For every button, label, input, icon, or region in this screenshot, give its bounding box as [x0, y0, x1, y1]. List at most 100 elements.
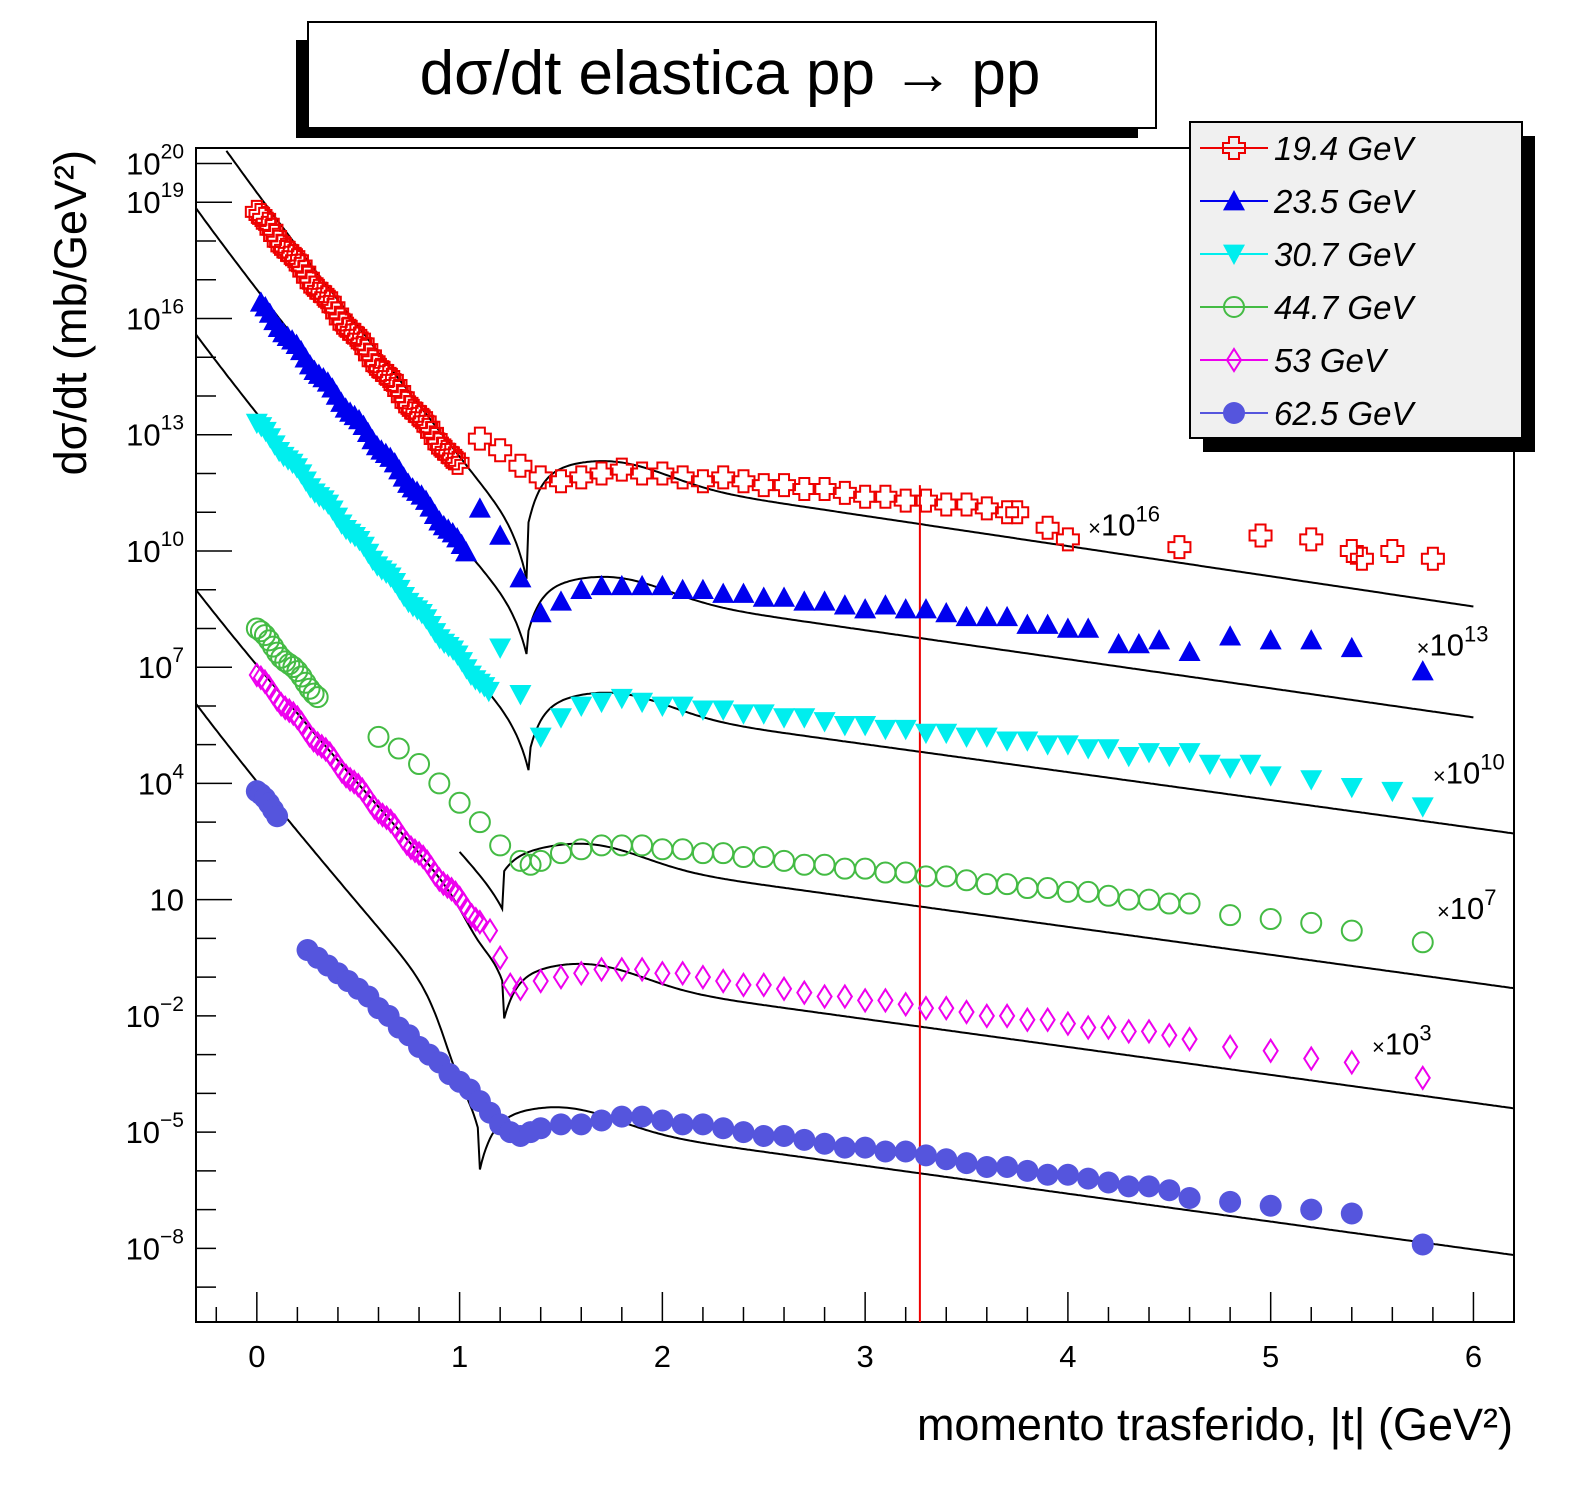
data-point — [590, 574, 613, 596]
x-tick-label: 4 — [1059, 1339, 1076, 1374]
data-point — [1303, 1045, 1320, 1072]
legend-marker — [1222, 136, 1246, 160]
data-point — [751, 473, 776, 498]
data-point — [1300, 911, 1323, 934]
data-point — [631, 834, 654, 857]
data-point — [467, 426, 492, 451]
data-point — [836, 983, 854, 1010]
data-point — [1120, 1018, 1137, 1045]
x-tick-label: 5 — [1262, 1339, 1279, 1374]
data-point — [1039, 1006, 1056, 1033]
data-point — [897, 991, 914, 1018]
data-point — [366, 794, 383, 821]
data-point — [690, 469, 715, 494]
data-point — [1036, 613, 1059, 634]
data-point — [1340, 1202, 1363, 1225]
data-point — [445, 450, 470, 475]
data-point — [935, 1148, 958, 1171]
data-point — [508, 453, 533, 478]
data-point — [477, 681, 500, 703]
data-point — [731, 469, 756, 494]
data-point — [996, 605, 1019, 627]
data-point — [590, 692, 613, 714]
data-point — [691, 1113, 714, 1136]
data-point — [631, 574, 654, 596]
data-point — [306, 686, 329, 709]
data-point — [431, 866, 448, 893]
data-point — [528, 465, 553, 490]
data-point — [1107, 632, 1130, 654]
data-point — [405, 401, 430, 426]
data-point — [935, 723, 958, 745]
data-point — [1019, 1006, 1036, 1033]
data-point — [1219, 625, 1242, 646]
data-point — [337, 763, 355, 789]
data-point — [1411, 797, 1434, 818]
data-point — [1016, 877, 1039, 900]
data-point — [894, 1140, 917, 1163]
scale-label: ×1010 — [1433, 749, 1505, 790]
data-point — [631, 692, 654, 714]
data-point — [671, 838, 694, 861]
data-point — [512, 975, 529, 1002]
data-point — [489, 524, 512, 545]
data-point — [1248, 523, 1273, 548]
data-point — [281, 697, 298, 724]
data-point — [1411, 931, 1434, 954]
legend-entry: 23.5 GeV — [1200, 183, 1416, 220]
data-point — [266, 641, 289, 664]
data-point — [954, 492, 979, 517]
data-point — [874, 594, 897, 615]
data-point — [1259, 766, 1282, 787]
data-point — [974, 496, 999, 521]
data-point — [305, 727, 322, 754]
data-point — [934, 492, 959, 517]
legend-label: 44.7 GeV — [1274, 289, 1416, 326]
x-tick-label: 6 — [1465, 1339, 1482, 1374]
legend-label: 62.5 GeV — [1274, 395, 1416, 432]
data-point — [1380, 538, 1405, 563]
data-point — [914, 1144, 937, 1167]
data-point — [955, 605, 978, 627]
legend-entry: 53 GeV — [1200, 342, 1389, 379]
data-point — [914, 723, 937, 745]
legend-marker — [1223, 296, 1245, 318]
data-point — [691, 700, 714, 721]
data-point — [609, 457, 634, 482]
data-point — [975, 605, 998, 627]
data-point — [1158, 1179, 1181, 1202]
series-group — [249, 291, 1434, 681]
data-point — [481, 917, 499, 944]
data-point — [1178, 892, 1201, 915]
data-point — [1181, 1026, 1198, 1053]
data-point — [955, 1152, 978, 1175]
data-point — [833, 715, 856, 737]
data-point — [955, 869, 978, 892]
data-point — [509, 567, 532, 588]
data-point — [712, 842, 735, 865]
legend-marker — [1223, 190, 1245, 211]
data-point — [894, 719, 917, 741]
data-point — [468, 811, 491, 834]
data-point — [570, 578, 593, 600]
data-point — [286, 660, 309, 683]
data-point — [549, 708, 572, 729]
legend-marker — [1223, 244, 1245, 265]
data-point — [630, 461, 655, 486]
data-point — [792, 476, 817, 501]
data-point — [1161, 1022, 1178, 1049]
data-point — [833, 1136, 856, 1159]
data-point — [813, 590, 836, 611]
legend-entry: 30.7 GeV — [1200, 236, 1416, 273]
fit-curve — [458, 842, 1515, 990]
data-point — [793, 708, 816, 729]
data-point — [1178, 640, 1201, 662]
data-point — [650, 461, 675, 486]
data-point — [877, 987, 894, 1014]
legend-entry: 62.5 GeV — [1200, 395, 1416, 432]
data-point — [1097, 739, 1120, 760]
data-point — [278, 653, 301, 676]
data-point — [489, 834, 512, 857]
data-point — [1036, 735, 1059, 756]
